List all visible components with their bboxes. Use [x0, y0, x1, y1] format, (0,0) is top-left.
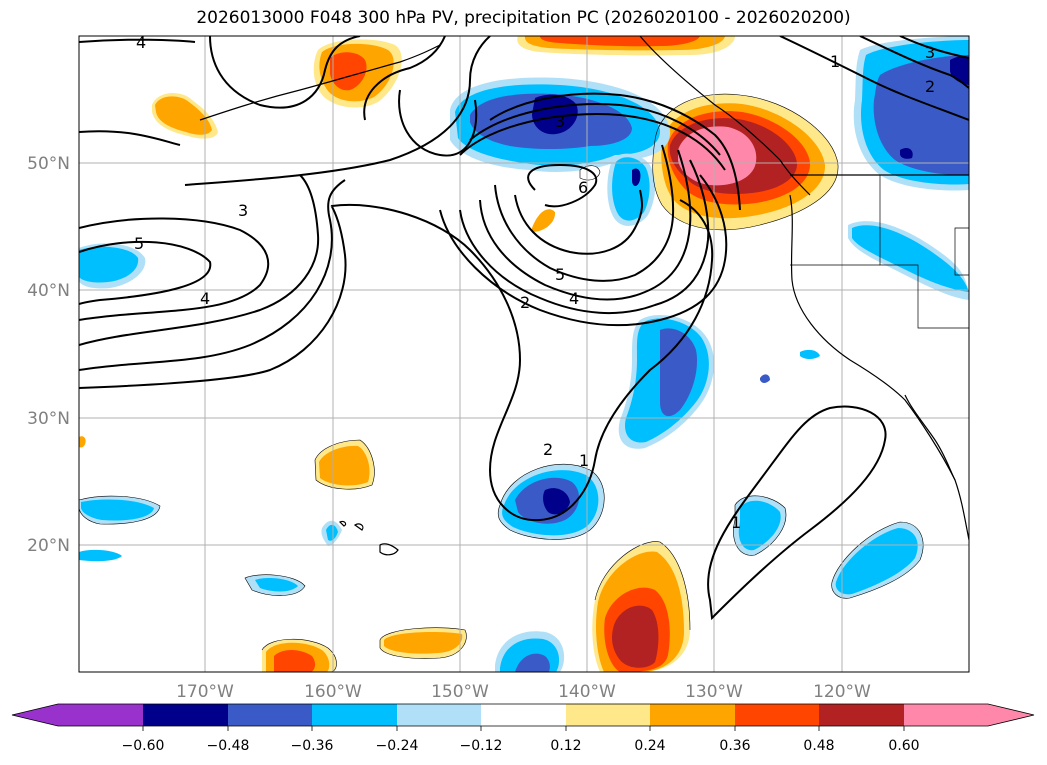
colorbar-extend-low [12, 704, 58, 726]
contour-label: 2 [543, 440, 553, 459]
lon-label: 150°W [431, 682, 489, 702]
lat-labels: 50°N 40°N 30°N 20°N [27, 154, 70, 556]
coastlines [199, 36, 969, 556]
colorbar-tick: 0.36 [719, 738, 750, 754]
contour-labels: 4 3 1 2 3 5 4 3 6 5 4 2 2 1 1 [134, 33, 935, 532]
colorbar-swatch [566, 704, 650, 726]
contour-label: 3 [925, 43, 935, 62]
contour-label: 3 [238, 201, 248, 220]
colorbar-swatch [397, 704, 481, 726]
colorbar-tick: 0.60 [888, 738, 919, 754]
pv-contours [79, 36, 969, 621]
anomaly-misc-cold [79, 36, 969, 599]
contour-label: 6 [578, 178, 588, 197]
anomaly-outlines [79, 93, 924, 672]
colorbar-tick: 0.24 [634, 738, 665, 754]
colorbar-tick: −0.24 [376, 738, 419, 754]
lat-label: 50°N [27, 154, 70, 174]
colorbar-tick: −0.36 [291, 738, 334, 754]
colorbar-extend-high [988, 704, 1034, 726]
colorbar-swatch [312, 704, 397, 726]
colorbar-swatch [481, 704, 566, 726]
contour-label: 5 [134, 234, 144, 253]
colorbar-swatch [650, 704, 735, 726]
lat-label: 20°N [27, 536, 70, 556]
colorbar-swatch [228, 704, 312, 726]
contour-label: 3 [555, 112, 565, 131]
anomaly-south-warm [79, 436, 690, 672]
anomaly-plume-cold [618, 315, 715, 449]
contour-label: 4 [200, 289, 210, 308]
contour-label: 1 [731, 513, 741, 532]
lon-label: 170°W [176, 682, 234, 702]
colorbar-swatch [58, 704, 143, 726]
colorbar-tick: 0.48 [803, 738, 834, 754]
lon-label: 160°W [304, 682, 362, 702]
lat-label: 30°N [27, 409, 70, 429]
precip-fill-layer [79, 36, 969, 672]
colorbar-tick: 0.12 [550, 738, 581, 754]
map-frame [78, 35, 970, 673]
colorbar-swatch [819, 704, 904, 726]
map-title: 2026013000 F048 300 hPa PV, precipitatio… [196, 8, 851, 28]
colorbar-swatch [735, 704, 819, 726]
anomaly-gulf-cold [450, 77, 671, 232]
colorbar-tick: −0.48 [207, 738, 250, 754]
contour-label: 4 [136, 33, 146, 52]
colorbar-tick: −0.12 [460, 738, 503, 754]
colorbar-tick: −0.60 [122, 738, 165, 754]
lon-labels: 170°W 160°W 150°W 140°W 130°W 120°W [176, 682, 871, 702]
colorbar-swatch [143, 704, 228, 726]
contour-label: 5 [555, 265, 565, 284]
contour-label: 2 [520, 293, 530, 312]
colorbar: −0.60 −0.48 −0.36 −0.24 −0.12 0.12 0.24 … [11, 703, 1035, 754]
lon-label: 140°W [558, 682, 616, 702]
contour-label: 1 [579, 451, 589, 470]
colorbar-swatch [904, 704, 988, 726]
contour-label: 2 [925, 77, 935, 96]
contour-label: 1 [830, 52, 840, 71]
contour-label: 4 [569, 289, 579, 308]
lon-label: 120°W [813, 682, 871, 702]
lon-label: 130°W [685, 682, 743, 702]
lat-label: 40°N [27, 281, 70, 301]
anomaly-north-top [517, 36, 735, 56]
